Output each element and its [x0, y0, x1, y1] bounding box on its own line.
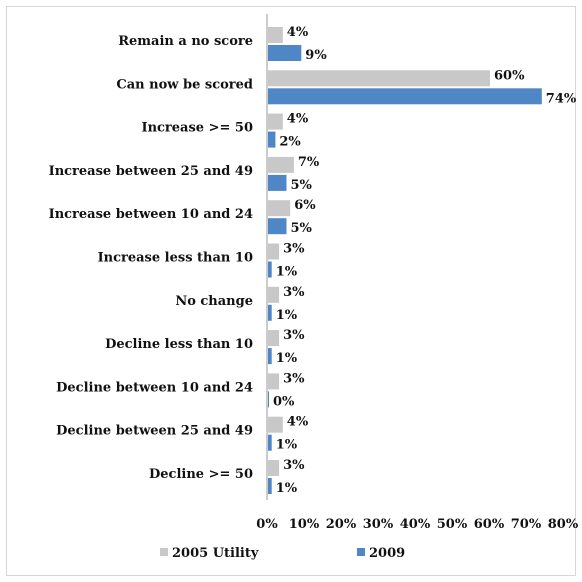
category-label-10: Decline >= 50 [149, 467, 253, 482]
data-label-series2-10: 1% [276, 481, 298, 496]
data-label-series2-5: 1% [276, 265, 298, 280]
bar-series1-7 [268, 330, 280, 347]
data-label-series1-10: 3% [283, 458, 305, 473]
data-label-series1-7: 3% [283, 328, 305, 343]
category-label-2: Increase >= 50 [141, 121, 253, 136]
data-label-series2-8: 0% [273, 394, 295, 409]
data-label-series1-2: 4% [287, 112, 309, 127]
bar-series1-10 [268, 460, 280, 476]
x-tick-label-2: 20% [326, 517, 357, 532]
bar-series1-5 [268, 243, 280, 260]
category-label-1: Can now be scored [116, 77, 253, 92]
bar-series2-5 [268, 261, 272, 278]
x-tick-label-3: 30% [363, 517, 394, 532]
category-label-7: Decline less than 10 [105, 337, 253, 352]
x-tick-label-0: 0% [256, 517, 278, 532]
data-label-series2-9: 1% [276, 438, 298, 453]
category-label-9: Decline between 25 and 49 [56, 424, 253, 439]
x-tick-label-6: 60% [474, 517, 505, 532]
x-tick-label-1: 10% [289, 517, 320, 532]
bar-series1-0 [268, 27, 283, 43]
x-tick-label-5: 50% [437, 517, 468, 532]
bar-series2-6 [268, 304, 272, 321]
bar-series1-1 [268, 70, 490, 87]
bar-series2-7 [268, 348, 272, 365]
legend-swatch-2 [357, 548, 365, 556]
bar-series1-9 [268, 416, 283, 433]
legend-label-2: 2009 [369, 546, 405, 561]
data-label-series1-6: 3% [283, 285, 305, 300]
category-label-4: Increase between 10 and 24 [49, 207, 253, 222]
category-label-8: Decline between 10 and 24 [56, 380, 253, 395]
bar-series2-3 [268, 174, 287, 191]
bar-series1-2 [268, 113, 283, 130]
data-label-series1-0: 4% [287, 25, 309, 40]
category-label-5: Increase less than 10 [98, 251, 253, 266]
x-tick-label-7: 70% [511, 517, 542, 532]
data-label-series2-3: 5% [291, 178, 313, 193]
data-label-series2-4: 5% [291, 221, 313, 236]
data-label-series2-6: 1% [276, 308, 298, 323]
bar-series2-10 [268, 478, 272, 494]
data-label-series1-4: 6% [294, 198, 316, 213]
bar-series2-8 [268, 391, 269, 408]
bar-series1-6 [268, 286, 280, 303]
category-label-6: No change [175, 294, 253, 309]
bar-series1-8 [268, 373, 280, 390]
x-tick-label-4: 40% [400, 517, 431, 532]
data-label-series2-7: 1% [276, 351, 298, 366]
category-label-3: Increase between 25 and 49 [49, 164, 253, 179]
bar-series2-2 [268, 131, 276, 148]
data-label-series2-2: 2% [279, 135, 301, 150]
data-label-series1-8: 3% [283, 371, 305, 386]
data-label-series1-9: 4% [287, 415, 309, 430]
legend-label-1: 2005 Utility [172, 546, 259, 561]
data-label-series2-0: 9% [305, 48, 327, 63]
data-label-series1-1: 60% [494, 68, 525, 83]
data-label-series2-1: 74% [546, 91, 577, 106]
bar-series2-1 [268, 88, 542, 105]
bar-series2-9 [268, 434, 272, 451]
category-label-0: Remain a no score [118, 34, 253, 49]
legend-swatch-1 [160, 548, 168, 556]
data-label-series1-3: 7% [298, 155, 320, 170]
bar-series1-3 [268, 156, 294, 173]
data-label-series1-5: 3% [283, 242, 305, 257]
bar-series2-4 [268, 218, 287, 235]
x-tick-label-8: 80% [548, 517, 579, 532]
bar-series2-0 [268, 45, 302, 61]
bar-series1-4 [268, 200, 291, 217]
